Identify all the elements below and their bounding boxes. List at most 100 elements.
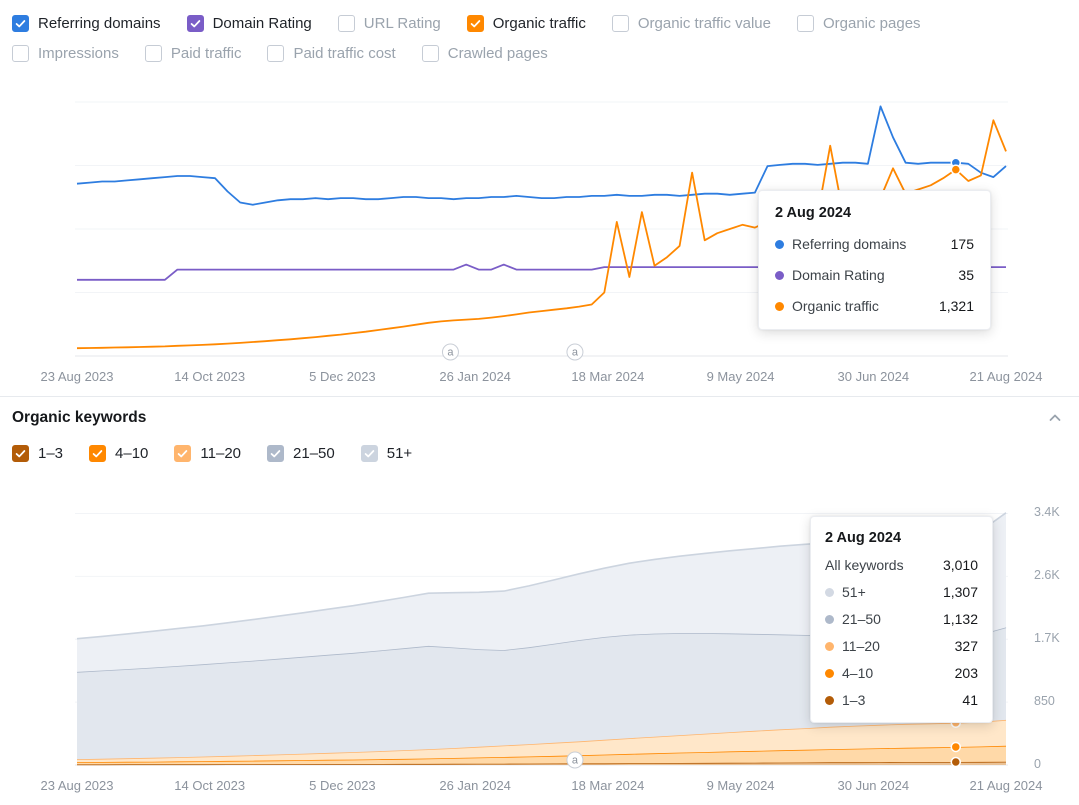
x-tick-label: 21 Aug 2024 [969,369,1043,384]
tooltip-metric-label: 11–20 [842,638,880,654]
checked-checkbox[interactable] [12,14,29,32]
tooltip-row: 1–3 41 [825,691,978,710]
annotation-badge[interactable]: a [566,343,584,361]
keyword-filter-21-50[interactable]: 21–50 [267,444,335,462]
unchecked-checkbox[interactable] [421,44,439,62]
x-tick-label: 23 Aug 2023 [40,778,114,793]
overview-chart-x-axis: 23 Aug 2023 14 Oct 2023 5 Dec 2023 26 Jan 2… [0,366,1079,388]
checked-checkbox[interactable] [466,14,484,32]
keyword-filter-1-3[interactable]: 1–3 [12,444,64,462]
tooltip-row: Domain Rating 35 [775,266,974,285]
tooltip-metric-label: Organic traffic [792,298,879,314]
unchecked-checkbox[interactable] [12,44,29,62]
tooltip-metric-value: 1,321 [938,298,974,314]
unchecked-checkbox[interactable] [611,14,629,32]
checkmark-icon [270,449,281,457]
checked-checkbox[interactable] [360,444,378,462]
checkbox-label: Referring domains [38,14,161,32]
tooltip-metric-value: 41 [962,692,978,708]
checkmark-icon [15,19,26,27]
checkbox-label: 1–3 [38,444,64,462]
collapse-chevron-icon[interactable] [1047,410,1063,426]
x-tick-label: 5 Dec 2023 [309,369,376,384]
tooltip-metric-label: 4–10 [842,665,874,681]
keywords-chart[interactable]: a 23 Aug 2023 14 Oct 2023 5 Dec 2023 26 Jan… [0,485,1079,797]
x-tick-label: 14 Oct 2023 [174,369,246,384]
series-line-4-10 [76,745,1007,763]
checked-checkbox[interactable] [89,444,107,462]
series-line-referring-domains [76,105,1007,206]
checked-checkbox[interactable] [186,14,204,32]
annotation-badge[interactable]: a [441,343,459,361]
checkbox-label: Paid traffic [170,44,242,62]
metric-paid-traffic-cost[interactable]: Paid traffic cost [267,44,396,62]
metric-url-rating[interactable]: URL Rating [337,14,441,32]
checkbox-label: 11–20 [200,444,242,462]
series-area-51+ [77,512,1006,672]
tooltip-date: 2 Aug 2024 [775,205,852,221]
unchecked-checkbox[interactable] [144,44,162,62]
hover-marker-organic-traffic [950,164,962,175]
metric-organic-traffic-value[interactable]: Organic traffic value [611,14,771,32]
legend-dot [825,696,834,705]
checkbox-label: 51+ [386,444,413,462]
checkbox-label: Domain Rating [212,14,312,32]
x-tick-label: 23 Aug 2023 [40,369,114,384]
tooltip-row: 51+ 1,307 [825,583,978,602]
organic-keywords-header: Organic keywords [0,397,1079,435]
unchecked-checkbox[interactable] [337,14,355,32]
keyword-filter-4-10[interactable]: 4–10 [89,444,149,462]
tooltip-row: Referring domains 175 [775,235,974,254]
y-tick-label: 3.4K [1034,505,1060,520]
hover-marker-1-3 [950,756,962,768]
checkbox-label: Organic traffic value [637,14,771,32]
checkbox-label: 4–10 [115,444,149,462]
metric-crawled-pages[interactable]: Crawled pages [421,44,548,62]
tooltip-metric-label: 21–50 [842,611,881,627]
tooltip-metric-label: 51+ [842,584,866,600]
unchecked-checkbox[interactable] [267,44,285,62]
metric-domain-rating[interactable]: Domain Rating [186,14,312,32]
checkbox-label: URL Rating [363,14,441,32]
metric-referring-domains[interactable]: Referring domains [12,14,161,32]
checkmark-icon [178,449,188,457]
metric-impressions[interactable]: Impressions [12,44,119,62]
metric-organic-pages[interactable]: Organic pages [796,14,921,32]
tooltip-metric-label: All keywords [825,557,904,573]
metric-paid-traffic[interactable]: Paid traffic [144,44,242,62]
annotation-badge[interactable]: a [566,751,584,769]
overview-chart-tooltip: 2 Aug 2024 Referring domains 175 Domain Rat… [758,190,991,330]
legend-dot [825,642,834,651]
unchecked-checkbox[interactable] [796,14,814,32]
checkmark-icon [470,19,481,27]
x-tick-label: 21 Aug 2024 [969,778,1043,793]
keyword-position-filters: 1–3 4–10 11–20 21–50 51+ [0,435,1079,471]
checked-checkbox[interactable] [12,444,29,462]
metric-organic-traffic[interactable]: Organic traffic [466,14,586,32]
checkbox-label: Paid traffic cost [293,44,396,62]
x-tick-label: 9 May 2024 [706,778,775,793]
tooltip-metric-label: Domain Rating [792,267,885,283]
checkbox-label: Organic traffic [492,14,586,32]
checked-checkbox[interactable] [267,444,285,462]
tooltip-row: Organic traffic 1,321 [775,297,974,316]
keyword-filter-51+[interactable]: 51+ [360,444,413,462]
x-tick-label: 30 Jun 2024 [837,778,910,793]
tooltip-metric-label: Referring domains [792,236,907,252]
checkbox-label: 21–50 [293,444,335,462]
keyword-filter-11-20[interactable]: 11–20 [174,444,242,462]
tooltip-metric-value: 175 [950,236,974,252]
legend-dot [775,240,784,249]
keywords-chart-canvas[interactable]: a [0,485,1079,775]
checked-checkbox[interactable] [174,444,192,462]
tooltip-date: 2 Aug 2024 [825,530,902,546]
x-tick-label: 5 Dec 2023 [309,778,376,793]
checkmark-icon [92,449,103,457]
y-tick-label: 850 [1034,694,1055,709]
y-tick-label: 1.7K [1034,631,1060,646]
tooltip-row: 4–10 203 [825,664,978,683]
checkbox-label: Impressions [38,44,119,62]
metrics-toolbar: Referring domains Domain Rating URL Rating… [0,0,1079,68]
